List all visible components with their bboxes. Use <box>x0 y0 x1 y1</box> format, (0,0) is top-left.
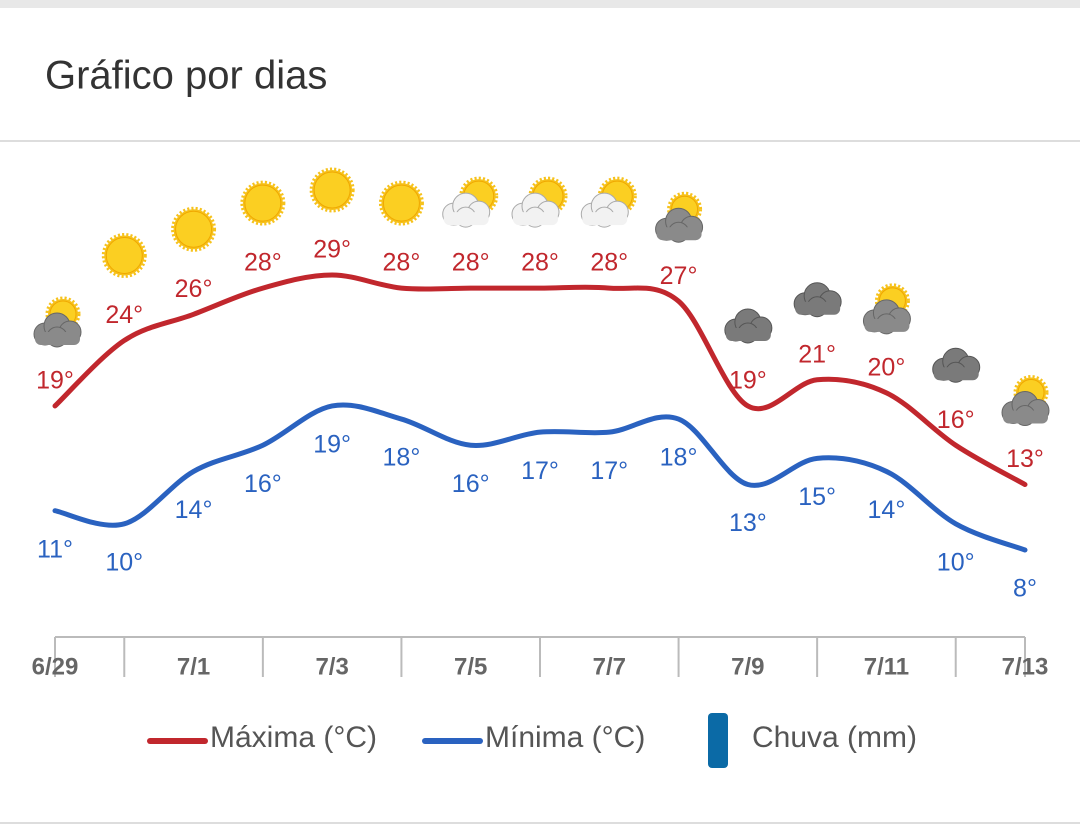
weather-icon <box>793 282 842 318</box>
value-label: 28° <box>244 249 282 277</box>
value-label: 10° <box>105 548 143 576</box>
sun <box>382 184 420 222</box>
value-label: 24° <box>105 301 143 329</box>
weather-icon <box>171 206 217 252</box>
x-tick-label: 7/1 <box>177 653 210 680</box>
sun <box>105 236 143 274</box>
x-tick-label: 7/3 <box>315 653 348 680</box>
value-label: 21° <box>798 340 836 368</box>
sun <box>313 171 351 209</box>
weather-icon <box>33 296 82 348</box>
weather-icon <box>442 176 499 228</box>
value-label: 13° <box>1006 445 1044 473</box>
x-tick-label: 7/9 <box>731 653 764 680</box>
status-strip <box>0 0 1080 8</box>
weather-icon <box>932 347 981 383</box>
sun <box>244 184 282 222</box>
weather-icon <box>1001 375 1050 427</box>
x-tick-label: 7/11 <box>864 653 909 680</box>
chart-title: Gráfico por dias <box>45 54 327 98</box>
cloud-base <box>582 212 628 226</box>
value-label: 17° <box>590 457 628 485</box>
cloud-base <box>725 327 771 341</box>
weather-icon <box>240 180 286 226</box>
value-label: 11° <box>37 535 73 563</box>
value-label: 14° <box>868 496 906 524</box>
value-label: 29° <box>313 236 351 264</box>
value-label: 16° <box>937 406 975 434</box>
x-tick-label: 7/5 <box>454 653 487 680</box>
value-label: 15° <box>798 483 836 511</box>
legend-label: Mínima (°C) <box>485 721 645 754</box>
cloud-base <box>1003 410 1048 424</box>
legend-swatch <box>708 713 728 768</box>
value-label: 8° <box>1013 575 1037 603</box>
weather-icon <box>511 176 568 228</box>
value-label: 17° <box>521 457 559 485</box>
series-line <box>52 272 1028 488</box>
weather-icon <box>862 283 911 335</box>
value-label: 19° <box>36 367 74 395</box>
value-label: 18° <box>383 444 421 472</box>
cloud-base <box>35 331 80 345</box>
weather-icon <box>724 308 773 344</box>
value-label: 19° <box>313 431 351 459</box>
value-label: 16° <box>244 470 282 498</box>
value-label: 16° <box>452 470 490 498</box>
value-label: 13° <box>729 509 767 537</box>
weather-icon <box>378 180 424 226</box>
weather-icon <box>309 167 355 213</box>
cloud-base <box>443 212 489 226</box>
value-label: 18° <box>660 444 698 472</box>
x-tick-label: 7/7 <box>593 653 626 680</box>
value-label: 28° <box>452 249 490 277</box>
cloud-base <box>656 227 702 241</box>
legend-label: Máxima (°C) <box>210 721 377 754</box>
value-label: 10° <box>937 548 975 576</box>
value-label: 20° <box>868 353 906 381</box>
series-line <box>52 402 1028 553</box>
sun <box>175 210 213 248</box>
value-label: 27° <box>660 262 698 290</box>
weather-icon <box>101 232 147 278</box>
value-label: 14° <box>175 496 213 524</box>
legend-label: Chuva (mm) <box>752 721 917 754</box>
weather-icon <box>580 176 637 228</box>
value-label: 28° <box>590 249 628 277</box>
x-tick-label: 6/29 <box>32 653 79 680</box>
x-tick-label: 7/13 <box>1002 653 1049 680</box>
cloud-base <box>795 301 841 315</box>
cloud-base <box>864 318 910 332</box>
weather-icon <box>655 191 704 243</box>
value-label: 28° <box>521 249 559 277</box>
value-label: 26° <box>175 275 213 303</box>
cloud-base <box>513 212 558 226</box>
value-label: 19° <box>729 367 767 395</box>
value-label: 28° <box>383 249 421 277</box>
cloud-base <box>933 367 979 381</box>
